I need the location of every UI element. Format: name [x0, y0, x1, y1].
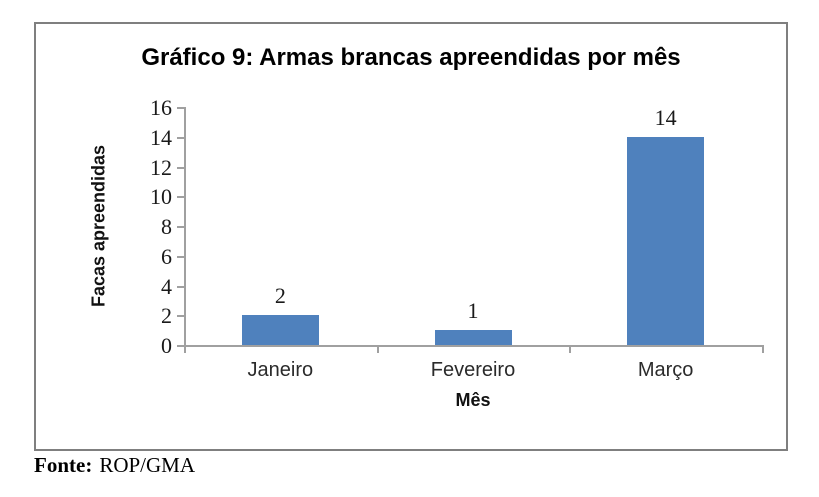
y-tick-mark: [177, 315, 184, 318]
y-tick-label: 10: [150, 184, 172, 210]
y-tick-label: 6: [161, 243, 172, 269]
plot-area: 0 2 4 6 8 10 12 14 16 2 Janeiro 1 Fevereiro 14 Março: [36, 24, 786, 449]
y-tick-label: 8: [161, 214, 172, 239]
bar-data-label: 2: [274, 283, 286, 309]
y-tick-label: 4: [161, 273, 172, 299]
y-tick-mark: [177, 166, 184, 169]
y-tick-mark: [177, 285, 184, 288]
x-tick-mark: [184, 345, 186, 353]
x-category-label: Fevereiro: [430, 359, 516, 381]
x-category-label: Março: [637, 359, 694, 381]
y-axis-line: [184, 107, 186, 347]
x-axis-title: Mês: [455, 390, 491, 410]
y-tick-label: 12: [150, 154, 172, 180]
chart-frame: Gráfico 9: Armas brancas apreendidas por…: [34, 22, 788, 451]
y-tick-mark: [177, 226, 184, 228]
x-axis-line: [184, 345, 764, 347]
bar-data-label: 1: [467, 298, 479, 324]
x-category-label: Janeiro: [247, 359, 314, 381]
bar-data-label: 14: [654, 104, 677, 130]
y-tick-label: 16: [150, 95, 172, 120]
bar: [434, 330, 512, 345]
source-caption: Fonte: ROP/GMA: [34, 453, 195, 478]
bar: [627, 136, 705, 345]
y-tick-mark: [177, 107, 184, 109]
y-tick-mark: [177, 196, 184, 199]
y-tick-mark: [177, 255, 184, 258]
y-tick-mark: [177, 136, 184, 139]
chart-title: Gráfico 9: Armas brancas apreendidas por…: [141, 44, 681, 71]
y-tick-label: 0: [161, 333, 172, 358]
y-tick-mark: [177, 345, 184, 347]
y-tick-label: 2: [161, 303, 172, 329]
x-tick-mark: [762, 345, 764, 353]
y-tick-label: 14: [150, 124, 172, 150]
bar: [241, 315, 319, 345]
source-label: Fonte:: [34, 453, 93, 477]
source-value: ROP/GMA: [99, 453, 196, 477]
x-tick-mark: [569, 345, 572, 353]
x-tick-mark: [376, 345, 379, 353]
